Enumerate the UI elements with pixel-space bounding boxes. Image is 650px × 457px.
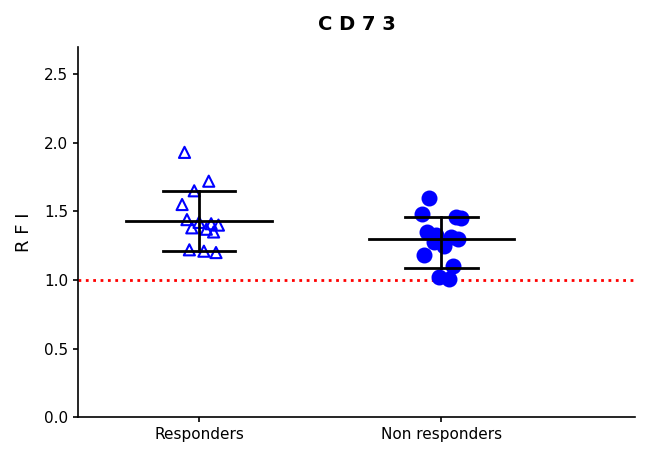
Point xyxy=(419,252,430,259)
Point xyxy=(203,177,214,185)
Point xyxy=(456,215,466,222)
Point xyxy=(179,149,190,156)
Title: C D 7 3: C D 7 3 xyxy=(318,15,395,34)
Y-axis label: R F I: R F I xyxy=(15,212,33,252)
Point xyxy=(177,201,187,208)
Point xyxy=(421,228,432,236)
Point xyxy=(187,224,197,232)
Point xyxy=(450,213,461,221)
Point xyxy=(446,234,456,241)
Point xyxy=(201,226,211,233)
Point xyxy=(434,274,444,281)
Point xyxy=(189,187,200,194)
Point xyxy=(184,246,194,254)
Point xyxy=(209,228,219,236)
Point xyxy=(431,231,441,239)
Point xyxy=(429,238,439,245)
Point xyxy=(448,263,458,270)
Point xyxy=(213,222,224,229)
Point xyxy=(424,194,434,202)
Point xyxy=(194,219,204,226)
Point xyxy=(211,249,221,256)
Point xyxy=(417,211,427,218)
Point xyxy=(182,216,192,223)
Point xyxy=(443,275,454,282)
Point xyxy=(453,235,463,243)
Point xyxy=(206,220,216,228)
Point xyxy=(199,248,209,255)
Point xyxy=(439,242,449,250)
